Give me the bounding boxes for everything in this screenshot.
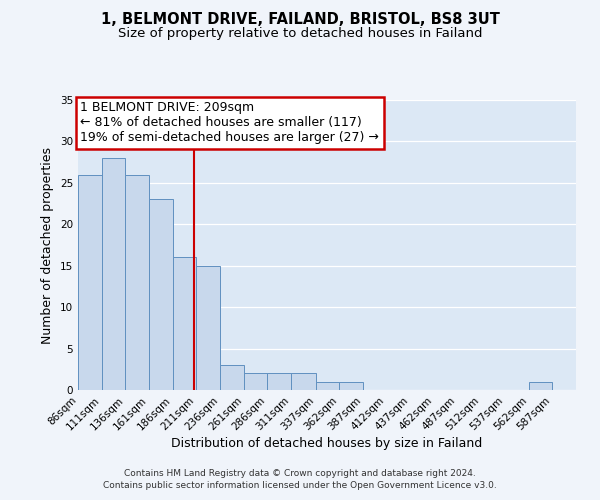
Y-axis label: Number of detached properties: Number of detached properties	[41, 146, 55, 344]
Bar	[340, 382, 363, 390]
Text: Size of property relative to detached houses in Failand: Size of property relative to detached ho…	[118, 28, 482, 40]
Text: Contains HM Land Registry data © Crown copyright and database right 2024.: Contains HM Land Registry data © Crown c…	[124, 468, 476, 477]
Bar	[173, 258, 196, 390]
Bar	[78, 174, 101, 390]
Text: 1, BELMONT DRIVE, FAILAND, BRISTOL, BS8 3UT: 1, BELMONT DRIVE, FAILAND, BRISTOL, BS8 …	[101, 12, 499, 28]
X-axis label: Distribution of detached houses by size in Failand: Distribution of detached houses by size …	[172, 438, 482, 450]
Bar	[220, 365, 244, 390]
Bar	[196, 266, 220, 390]
Text: Contains public sector information licensed under the Open Government Licence v3: Contains public sector information licen…	[103, 481, 497, 490]
Bar	[291, 374, 316, 390]
Bar	[244, 374, 268, 390]
Bar	[529, 382, 553, 390]
Bar	[101, 158, 125, 390]
Bar	[316, 382, 340, 390]
Bar	[149, 200, 173, 390]
Text: 1 BELMONT DRIVE: 209sqm
← 81% of detached houses are smaller (117)
19% of semi-d: 1 BELMONT DRIVE: 209sqm ← 81% of detache…	[80, 102, 379, 144]
Bar	[268, 374, 291, 390]
Bar	[125, 174, 149, 390]
